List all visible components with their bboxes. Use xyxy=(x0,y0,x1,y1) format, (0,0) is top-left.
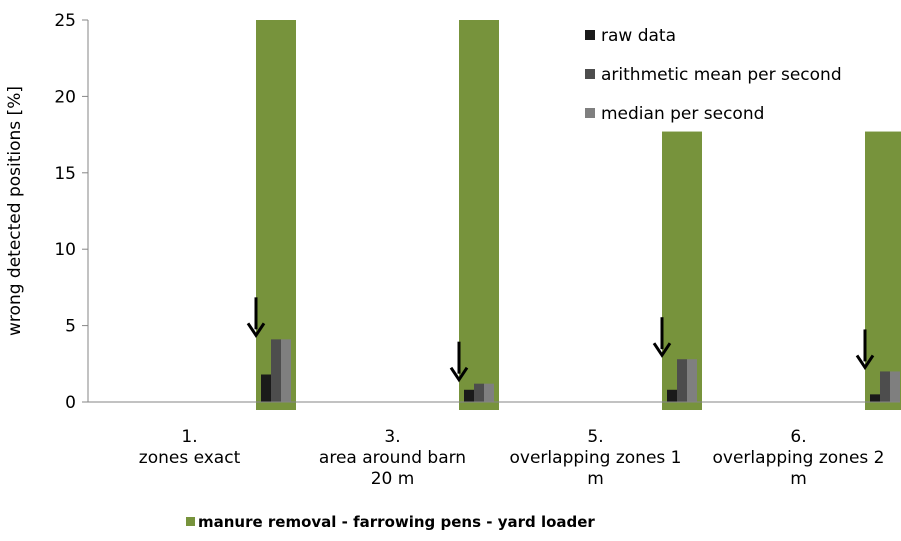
category-label: 3. area around barn 20 m xyxy=(319,427,466,489)
y-tick-label: 25 xyxy=(54,11,76,31)
y-tick-label: 0 xyxy=(65,393,76,413)
bottom-legend-label: manure removal - farrowing pens - yard l… xyxy=(198,513,595,531)
y-tick-label: 20 xyxy=(54,87,76,107)
bar xyxy=(667,389,677,402)
data-bars xyxy=(261,339,900,402)
legend-label: arithmetic mean per second xyxy=(601,65,842,85)
bar xyxy=(870,394,880,402)
bar xyxy=(464,389,474,402)
y-tick-label: 5 xyxy=(65,317,76,337)
y-axis-ticks: 0 5 10 15 20 25 xyxy=(54,11,88,413)
bottom-legend: manure removal - farrowing pens - yard l… xyxy=(186,513,595,531)
bar xyxy=(271,339,281,402)
background-bar xyxy=(459,20,499,410)
down-arrow-icon xyxy=(449,341,469,383)
legend: raw data arithmetic mean per second median… xyxy=(585,26,842,124)
bar xyxy=(890,371,900,402)
legend-swatch xyxy=(585,108,595,118)
arrow-annotations xyxy=(246,297,875,383)
down-arrow-icon xyxy=(246,297,266,339)
category-labels: 1. zones exact 3. area around barn 20 m 5. ove… xyxy=(139,427,885,489)
bar xyxy=(281,339,291,402)
bar xyxy=(687,359,697,402)
y-tick-label: 10 xyxy=(54,240,76,260)
bar xyxy=(677,359,687,402)
bottom-legend-swatch xyxy=(186,517,195,526)
y-axis-title: wrong detected positions [%] xyxy=(5,86,25,336)
y-tick-label: 15 xyxy=(54,164,76,184)
legend-label: raw data xyxy=(601,26,676,46)
legend-label: median per second xyxy=(601,104,764,124)
legend-swatch xyxy=(585,30,595,40)
bar xyxy=(484,383,494,402)
legend-swatch xyxy=(585,69,595,79)
category-label: 1. zones exact xyxy=(139,427,241,468)
bar xyxy=(474,383,484,402)
down-arrow-icon xyxy=(855,329,875,371)
bar xyxy=(261,374,271,402)
background-bar xyxy=(865,131,901,410)
down-arrow-icon xyxy=(652,317,672,358)
bar xyxy=(880,371,890,402)
